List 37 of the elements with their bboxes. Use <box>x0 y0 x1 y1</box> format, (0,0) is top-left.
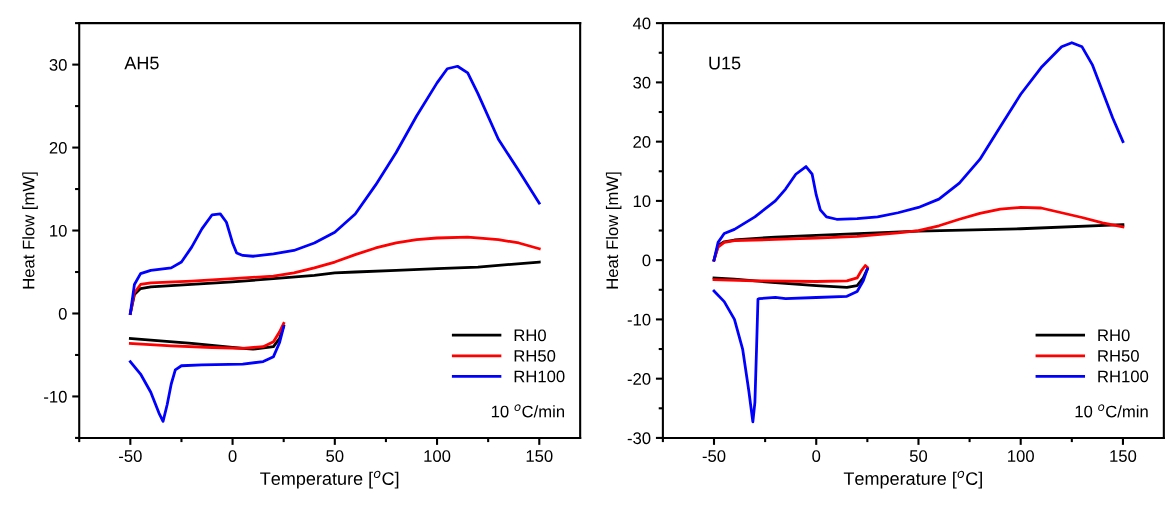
x-axis-title: Temperature [$^{o}$C] <box>843 470 982 489</box>
y-tick-label: 10 <box>633 195 651 208</box>
y-tick-label: 20 <box>49 141 67 154</box>
legend-label: RH0 <box>1098 329 1130 342</box>
y-tick-label: -10 <box>44 390 67 403</box>
annotation: 10 $^{o}$C/min <box>491 404 564 418</box>
x-tick-label: 150 <box>1110 450 1137 462</box>
legend-label: RH100 <box>1098 370 1149 383</box>
x-tick-label: 0 <box>228 450 237 462</box>
x-tick-label: 50 <box>909 450 928 462</box>
y-tick-label: 30 <box>633 76 651 89</box>
x-axis-title: Temperature [$^{o}$C] <box>260 470 399 489</box>
legend-label: RH0 <box>514 329 546 342</box>
annotation: U15 <box>709 56 741 70</box>
y-tick-label: 30 <box>49 59 67 71</box>
x-tick-label: -50 <box>702 450 726 462</box>
legend-label: RH50 <box>1098 349 1139 362</box>
y-tick-label: -30 <box>627 432 651 445</box>
x-tick-label: 100 <box>424 450 451 462</box>
y-tick-label: 0 <box>58 307 67 320</box>
annotation: 10 $^{o}$C/min <box>1075 404 1148 418</box>
x-tick-label: 0 <box>812 450 821 462</box>
y-tick-label: 20 <box>633 136 651 148</box>
y-tick-label: 0 <box>642 254 651 267</box>
y-tick-label: -10 <box>627 313 651 326</box>
legend-label: RH100 <box>514 370 565 383</box>
y-axis-title: Heat Flow [mW] <box>22 172 38 289</box>
x-tick-label: 150 <box>526 450 553 462</box>
y-tick-label: -20 <box>627 373 651 385</box>
y-tick-label: 10 <box>50 224 67 237</box>
legend-label: RH50 <box>514 349 556 362</box>
x-tick-label: 50 <box>326 450 344 462</box>
x-tick-label: 100 <box>1008 450 1034 462</box>
x-tick-label: -50 <box>119 450 142 462</box>
y-tick-label: 40 <box>632 17 651 30</box>
y-axis-title: Heat Flow [mW] <box>605 172 622 289</box>
annotation: AH5 <box>124 56 159 70</box>
